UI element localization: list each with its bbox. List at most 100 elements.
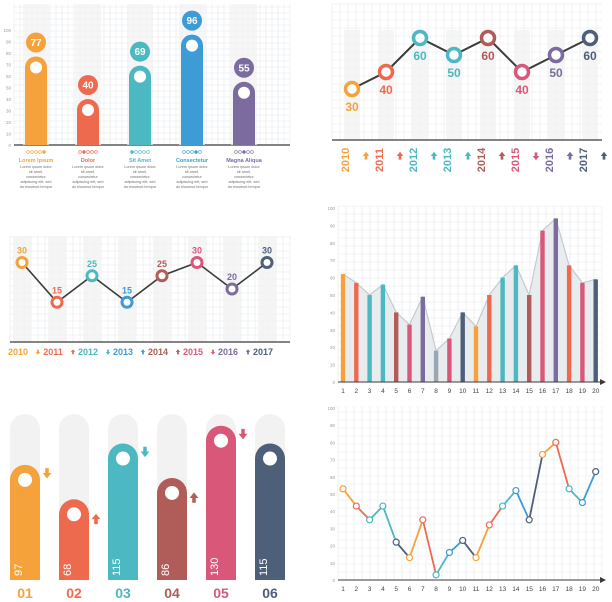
c1-trend-arrow-icon <box>396 151 404 160</box>
c2-trend-arrow-icon <box>210 349 216 355</box>
c5-series-segment <box>515 490 531 521</box>
c2-trend-arrow-icon <box>140 349 146 355</box>
c5-x-axis-arrow-icon <box>600 577 606 583</box>
c0-y-tick-label: 100 <box>3 28 11 33</box>
c4-bar <box>10 464 40 580</box>
c0-value-bubble <box>234 57 254 78</box>
c2-column-band <box>83 236 101 342</box>
c1-point-marker <box>547 46 565 64</box>
c0-description-line: adipiscing elit, sed <box>72 180 103 184</box>
c0-pager-dot <box>142 150 146 154</box>
c0-description-line: sit amet, <box>29 170 43 174</box>
c3-x-tick-label: 2 <box>354 388 358 395</box>
c0-y-tick-label: 70 <box>6 63 12 68</box>
c3-bar <box>553 218 558 382</box>
c0-category-label: Consectetur <box>176 158 209 164</box>
c5-point-marker <box>525 516 533 524</box>
c0-bar-knob <box>30 61 42 74</box>
c0-description-line: do eiusmod tempor <box>176 185 209 189</box>
c0-pager-dot <box>138 150 142 154</box>
c3-x-tick-label: 1 <box>341 388 345 395</box>
c5-series-segment <box>488 505 504 526</box>
c3-bar <box>540 230 545 382</box>
c5-x-tick-label: 10 <box>459 586 467 593</box>
c2-year-label: 2017 <box>253 347 273 357</box>
c1-column-band <box>480 30 496 140</box>
c0-description-line: sit amet, <box>185 170 199 174</box>
c1-year-label: 2013 <box>442 148 454 172</box>
c2-year-label: 2016 <box>218 347 238 357</box>
c3-y-tick-label: 10 <box>330 363 336 368</box>
c1-value-label: 30 <box>345 100 359 114</box>
c5-x-tick-label: 4 <box>381 586 385 593</box>
c3-x-tick-label: 19 <box>579 388 587 395</box>
c3-x-tick-label: 15 <box>526 388 534 395</box>
c5-x-tick-label: 16 <box>539 586 547 593</box>
c0-pager-dot <box>194 150 198 154</box>
c2-point-marker <box>155 269 169 283</box>
c3-bar <box>473 326 479 382</box>
c4-trend-arrow-icon <box>238 428 248 440</box>
c5-y-tick-label: 10 <box>330 561 336 566</box>
c0-bar <box>129 65 151 145</box>
c0-pager-dot <box>182 150 186 154</box>
c0-pager-dot <box>82 150 86 154</box>
c1-year-label: 2015 <box>510 148 522 172</box>
c0-y-tick-label: 50 <box>6 86 12 91</box>
c5-y-tick-label: 80 <box>330 440 336 445</box>
c3-bar <box>367 295 372 382</box>
c3-x-tick-label: 11 <box>473 388 480 395</box>
c1-trend-arrow-icon <box>430 151 438 160</box>
c5-x-tick-label: 2 <box>354 586 358 593</box>
c3-x-tick-label: 5 <box>394 388 398 395</box>
c0-value-bubble <box>78 75 98 95</box>
c0-pager-dot <box>42 150 46 154</box>
c0-pager-dot <box>94 150 98 154</box>
c3-x-tick-label: 13 <box>499 388 507 395</box>
c3-x-tick-label: 12 <box>486 388 494 395</box>
c2-series-line <box>21 261 268 304</box>
c2-point-marker <box>85 269 99 283</box>
pill-chart-bottom-left-svg: 97 01 68 02 115 03 86 04 130 05 115 06 <box>10 414 285 601</box>
c4-trend-arrow-icon <box>91 513 101 525</box>
c0-pager-dot <box>198 150 202 154</box>
c4-value-label: 68 <box>62 564 74 576</box>
c1-point-marker <box>377 63 395 81</box>
c5-point-marker <box>578 498 586 507</box>
c3-y-tick-label: 30 <box>330 328 336 333</box>
c2-year-label: 2015 <box>183 347 203 357</box>
c0-value-label: 77 <box>30 38 42 49</box>
c3-bar <box>500 277 505 382</box>
c4-category-label: 02 <box>66 585 82 601</box>
c0-description: Lorem ipsum dolor sit amet, consectetur adi… <box>124 165 157 189</box>
c4-bar <box>206 425 236 580</box>
c1-value-label: 60 <box>583 49 597 63</box>
c0-description-line: do eiusmod tempor <box>72 185 105 189</box>
c2-trend-arrow-icon <box>70 349 76 355</box>
c5-series-segment <box>342 488 358 507</box>
c3-x-tick-label: 14 <box>512 388 520 395</box>
c2-year-label: 2012 <box>78 347 98 357</box>
c5-point-marker <box>499 502 507 510</box>
c0-category-label: Dolor <box>81 158 96 164</box>
c0-description-line: consectetur <box>182 175 202 179</box>
c5-y-tick-label: 60 <box>330 475 336 480</box>
c3-bar <box>566 265 572 382</box>
c0-pager-dot <box>246 150 250 154</box>
c5-y-tick-label: 20 <box>330 544 336 549</box>
c5-x-tick-label: 8 <box>434 586 438 593</box>
c0-pager-dot <box>238 150 242 154</box>
c3-y-tick-label: 70 <box>330 258 336 263</box>
c0-value-bubble <box>26 32 46 53</box>
c4-trend-arrow-icon <box>42 468 52 479</box>
c0-pager-dot <box>90 150 94 154</box>
c0-description: Lorem ipsum dolor sit amet, consectetur adi… <box>176 165 209 189</box>
c3-bar <box>394 312 399 382</box>
c5-x-tick-label: 3 <box>368 586 372 593</box>
c4-category-label: 03 <box>115 585 131 601</box>
c5-series-segment <box>528 454 544 520</box>
c3-bar <box>420 296 425 382</box>
c3-y-tick-label: 50 <box>330 293 336 298</box>
c1-point-marker <box>411 29 429 47</box>
